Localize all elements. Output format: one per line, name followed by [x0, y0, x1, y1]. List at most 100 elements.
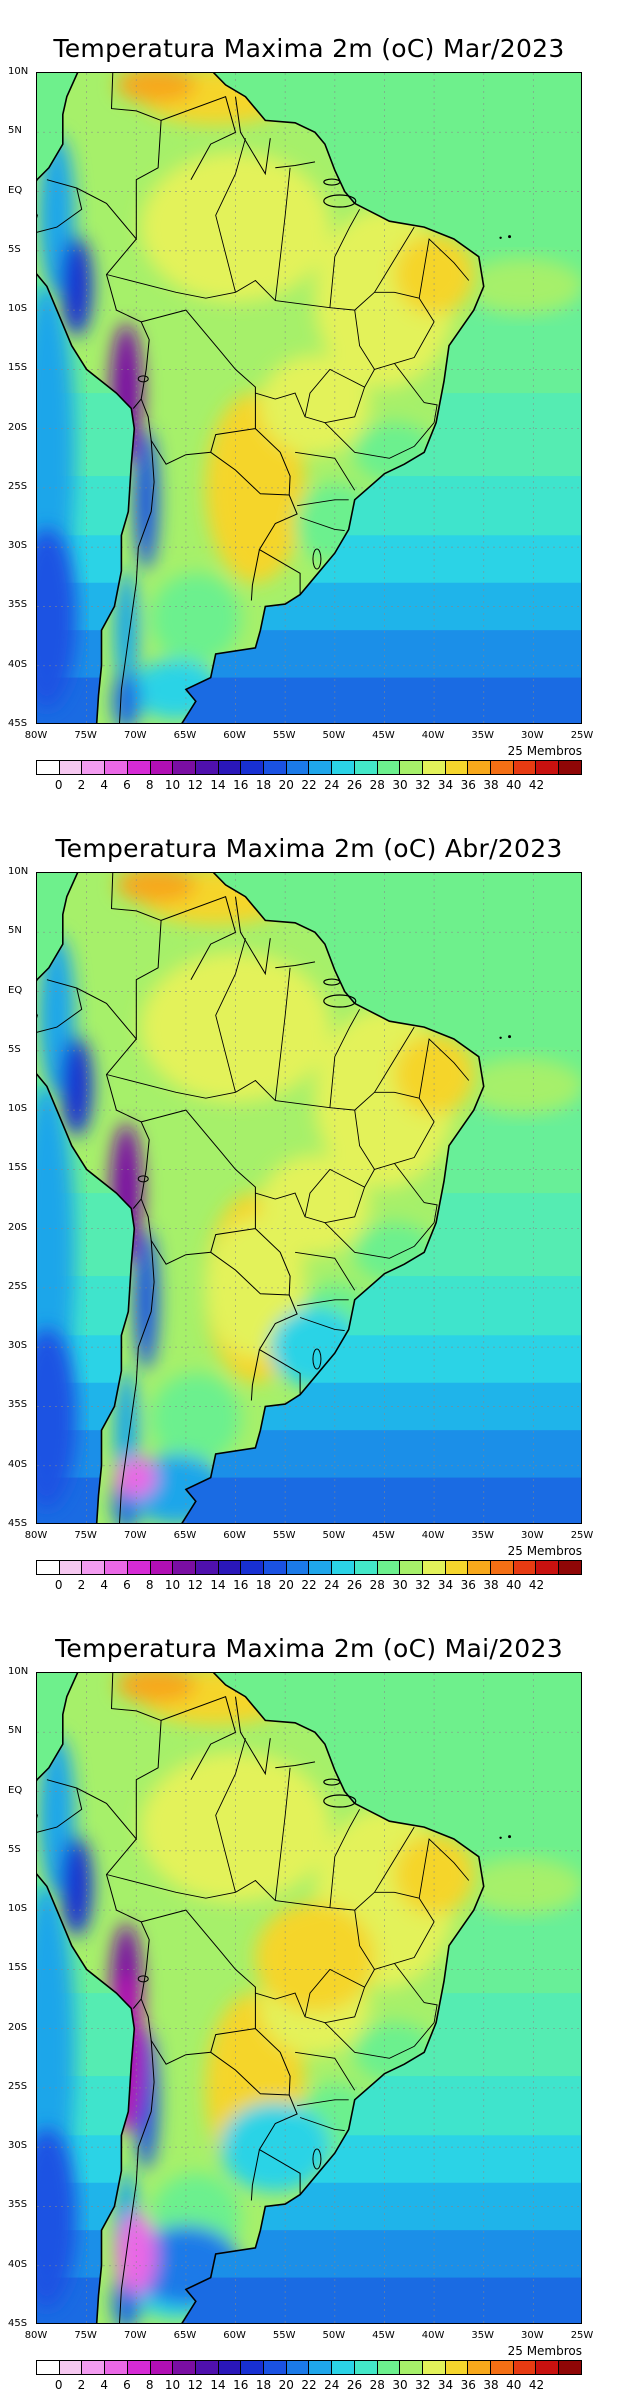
longitude-label: 65W: [173, 1530, 197, 1541]
state-border: [324, 1222, 415, 1259]
state-border: [274, 167, 291, 301]
island-marajo: [323, 194, 357, 208]
country-border: [105, 238, 150, 409]
colorbar-swatch: [218, 761, 242, 774]
colorbar-swatch: [491, 761, 514, 774]
colorbar-label: 0: [54, 778, 63, 792]
state-border: [304, 1110, 376, 1217]
longitude-label: 80W: [24, 2330, 48, 2341]
latitude-label: 5N: [8, 125, 22, 137]
map-plot: [36, 72, 582, 724]
country-border: [37, 1787, 83, 1833]
colorbar-label: 10: [164, 2378, 181, 2392]
state-border: [418, 238, 470, 299]
colorbar-label: 14: [210, 1578, 226, 1592]
lagoa-dos-patos: [312, 2148, 322, 2170]
colorbar-label: 6: [123, 778, 131, 792]
lake-titicaca: [137, 1975, 149, 1983]
longitude-label: 60W: [223, 2330, 246, 2341]
temperature-area: [60, 1036, 93, 1137]
latitude-label: 10S: [8, 1103, 28, 1115]
colorbar-swatch: [82, 761, 106, 774]
colorbar-swatch: [513, 2361, 537, 2374]
colorbar-label: 34: [437, 778, 454, 792]
cool-pacific-area: [37, 1328, 77, 1509]
state-border: [274, 1767, 291, 1901]
colorbar-label: 28: [369, 2378, 385, 2392]
colorbar-label: 28: [369, 778, 385, 792]
temperature-area: [254, 1902, 375, 2013]
island: [323, 1778, 341, 1786]
longitude-label: 50W: [322, 730, 346, 741]
state-border: [295, 1251, 356, 1291]
temperature-area: [259, 1154, 370, 1255]
state-border: [374, 1897, 435, 1970]
island: [323, 178, 341, 186]
colorbar-label: 16: [233, 2378, 249, 2392]
latitude-label: 40S: [8, 658, 28, 670]
country-border: [160, 96, 237, 180]
colorbar-swatch: [195, 2361, 219, 2374]
colorbar-label: 42: [528, 1578, 545, 1592]
longitude-label: 80W: [24, 730, 48, 741]
latitude-label: 35S: [8, 1399, 28, 1411]
country-border: [119, 440, 155, 723]
temperature-area: [140, 952, 331, 1103]
colorbar-label: 20: [278, 1578, 294, 1592]
colorbar-label: 30: [392, 2378, 408, 2392]
colorbar-swatch: [536, 2361, 560, 2374]
colorbar-label: 30: [392, 778, 408, 792]
country-border: [258, 494, 301, 595]
longitude-label: 40W: [421, 2330, 445, 2341]
colorbar-swatch: [445, 761, 469, 774]
colorbar-swatch: [286, 2361, 310, 2374]
map-title: Temperatura Maxima 2m (oC) Mai/2023: [55, 1634, 563, 1663]
state-border: [374, 226, 415, 293]
country-border: [160, 896, 237, 980]
latitude-label: 10S: [8, 1903, 28, 1915]
country-border: [250, 2149, 260, 2201]
colorbar-label: 20: [278, 778, 294, 792]
colorbar-label: 42: [528, 778, 545, 792]
state-border: [255, 1186, 366, 1224]
colorbar-swatch: [264, 1561, 287, 1574]
temperature-area: [140, 152, 331, 303]
longitude-label: 45W: [372, 730, 395, 741]
temperature-area: [112, 671, 141, 723]
colorbar-label: 34: [437, 2378, 454, 2392]
state-border: [324, 422, 415, 459]
coastline: [37, 873, 485, 1523]
longitude-label: 65W: [173, 2330, 197, 2341]
island-marajo: [323, 994, 357, 1008]
colorbar-label: 10: [164, 778, 181, 792]
longitude-label: 35W: [471, 1530, 495, 1541]
colorbar-label: 24: [324, 2378, 340, 2392]
state-border: [329, 1009, 360, 1108]
colorbar-label: 2: [77, 778, 86, 792]
colorbar-swatch: [309, 1561, 333, 1574]
colorbar-swatch: [59, 761, 83, 774]
temperature-area: [116, 873, 197, 903]
map-plot: [36, 1672, 582, 2324]
colorbar-label: 8: [145, 2378, 154, 2392]
colorbar-label: 38: [483, 2378, 499, 2392]
colorbar-label: 36: [460, 2378, 476, 2392]
temperature-area: [60, 236, 93, 337]
state-border: [374, 1826, 415, 1893]
state-border: [255, 1986, 366, 2024]
colorbar-swatch: [559, 1561, 581, 1574]
island: [508, 235, 512, 239]
island: [323, 978, 341, 986]
colorbar-swatch: [37, 1561, 60, 1574]
colorbar-label: 0: [54, 2378, 63, 2392]
latitude-label: 5S: [8, 243, 21, 255]
colorbar-label: 28: [369, 1578, 385, 1592]
country-border: [258, 2094, 301, 2195]
colorbar-swatch: [127, 761, 151, 774]
colorbar-swatch: [354, 1561, 378, 1574]
colorbar-swatch: [377, 2361, 401, 2374]
colorbar-swatch: [218, 1561, 242, 1574]
longitude-label: 45W: [372, 2330, 395, 2341]
colorbar-label: 4: [100, 778, 109, 792]
colorbar-label: 22: [301, 778, 317, 792]
